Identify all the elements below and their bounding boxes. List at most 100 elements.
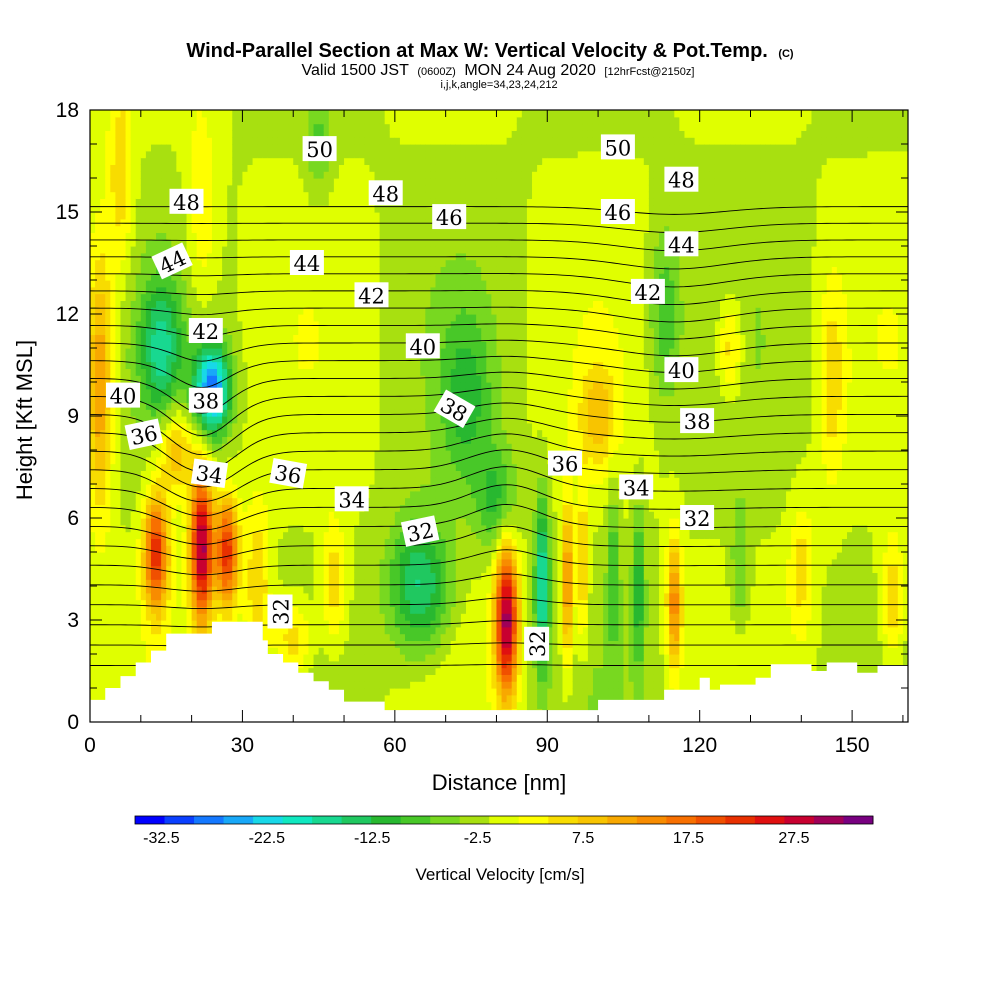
velocity-cell: [166, 320, 172, 329]
velocity-cell: [293, 456, 299, 465]
velocity-cell: [328, 436, 335, 444]
velocity-cell: [166, 144, 172, 152]
velocity-cell: [242, 586, 249, 594]
velocity-cell: [308, 205, 315, 213]
velocity-cell: [110, 171, 116, 179]
velocity-cell: [313, 490, 320, 499]
velocity-cell: [196, 150, 203, 159]
velocity-cell: [277, 320, 284, 329]
velocity-cell: [298, 538, 304, 546]
velocity-cell: [272, 212, 279, 220]
velocity-cell: [176, 375, 183, 383]
velocity-cell: [364, 436, 371, 444]
velocity-cell: [283, 395, 289, 403]
velocity-cell: [293, 361, 299, 369]
velocity-cell: [222, 259, 228, 267]
velocity-cell: [354, 456, 360, 465]
velocity-cell: [196, 218, 203, 227]
velocity-cell: [394, 497, 401, 505]
velocity-cell: [262, 531, 269, 539]
velocity-cell: [308, 218, 315, 227]
velocity-cell: [359, 239, 365, 247]
velocity-cell: [186, 518, 193, 526]
velocity-cell: [201, 225, 208, 233]
velocity-cell: [384, 667, 391, 675]
velocity-cell: [100, 382, 106, 390]
velocity-cell: [349, 225, 355, 233]
velocity-cell: [100, 504, 106, 512]
velocity-cell: [90, 599, 96, 607]
velocity-cell: [95, 660, 101, 669]
velocity-cell: [389, 626, 396, 635]
velocity-cell: [333, 144, 340, 152]
velocity-cell: [135, 524, 142, 533]
velocity-cell: [328, 497, 335, 505]
velocity-cell: [283, 416, 289, 424]
velocity-cell: [272, 504, 279, 512]
velocity-cell: [344, 613, 350, 621]
velocity-cell: [333, 150, 340, 159]
velocity-cell: [298, 647, 304, 655]
velocity-cell: [227, 504, 233, 512]
velocity-cell: [308, 579, 315, 587]
velocity-cell: [237, 205, 244, 213]
velocity-cell: [100, 545, 106, 553]
velocity-cell: [171, 538, 177, 546]
velocity-cell: [283, 273, 289, 281]
velocity-cell: [120, 341, 127, 349]
velocity-cell: [90, 246, 96, 254]
velocity-cell: [283, 531, 289, 539]
velocity-cell: [90, 660, 96, 669]
velocity-cell: [110, 586, 116, 594]
velocity-cell: [369, 599, 376, 607]
velocity-cell: [145, 150, 152, 159]
velocity-cell: [166, 293, 172, 301]
velocity-cell: [262, 422, 269, 431]
velocity-cell: [191, 266, 198, 274]
velocity-cell: [196, 382, 203, 390]
velocity-cell: [176, 184, 183, 193]
velocity-cell: [186, 137, 193, 145]
velocity-cell: [145, 348, 152, 356]
velocity-cell: [354, 171, 360, 179]
velocity-cell: [140, 538, 147, 546]
velocity-cell: [333, 354, 340, 363]
velocity-cell: [389, 443, 396, 451]
velocity-cell: [272, 511, 279, 519]
velocity-cell: [222, 137, 228, 145]
velocity-cell: [247, 368, 254, 376]
velocity-cell: [379, 361, 386, 369]
velocity-cell: [369, 592, 376, 601]
velocity-cell: [176, 361, 183, 369]
velocity-cell: [130, 205, 137, 213]
velocity-cell: [272, 307, 279, 315]
velocity-cell: [120, 477, 127, 485]
velocity-cell: [95, 565, 101, 573]
velocity-cell: [359, 191, 365, 199]
velocity-cell: [298, 361, 304, 369]
velocity-cell: [227, 280, 233, 288]
velocity-cell: [145, 266, 152, 274]
velocity-cell: [318, 477, 325, 485]
velocity-cell: [384, 674, 391, 682]
velocity-cell: [298, 640, 304, 648]
velocity-cell: [389, 586, 396, 594]
velocity-cell: [272, 443, 279, 451]
velocity-cell: [227, 368, 233, 376]
velocity-cell: [171, 572, 177, 580]
velocity-cell: [369, 144, 376, 152]
velocity-cell: [145, 456, 152, 465]
velocity-cell: [227, 470, 233, 478]
velocity-cell: [206, 171, 213, 179]
velocity-cell: [222, 341, 228, 349]
velocity-cell: [161, 225, 167, 233]
velocity-cell: [242, 368, 249, 376]
velocity-cell: [242, 259, 249, 267]
velocity-cell: [206, 538, 213, 546]
velocity-cell: [110, 456, 116, 465]
velocity-cell: [252, 110, 259, 118]
velocity-cell: [145, 565, 152, 573]
velocity-cell: [384, 620, 391, 628]
velocity-cell: [125, 157, 132, 165]
velocity-cell: [313, 123, 320, 131]
